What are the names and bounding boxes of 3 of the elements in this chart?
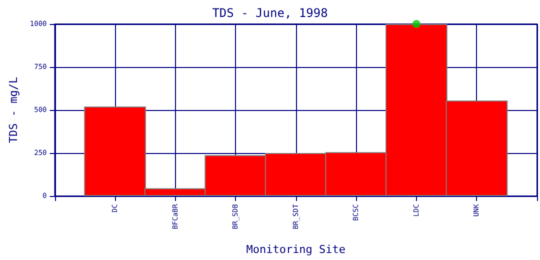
x-axis-title: Monitoring Site: [246, 243, 346, 256]
chart-title: TDS - June, 1998: [212, 6, 328, 20]
y-axis-title: TDS - mg/L: [7, 76, 20, 144]
